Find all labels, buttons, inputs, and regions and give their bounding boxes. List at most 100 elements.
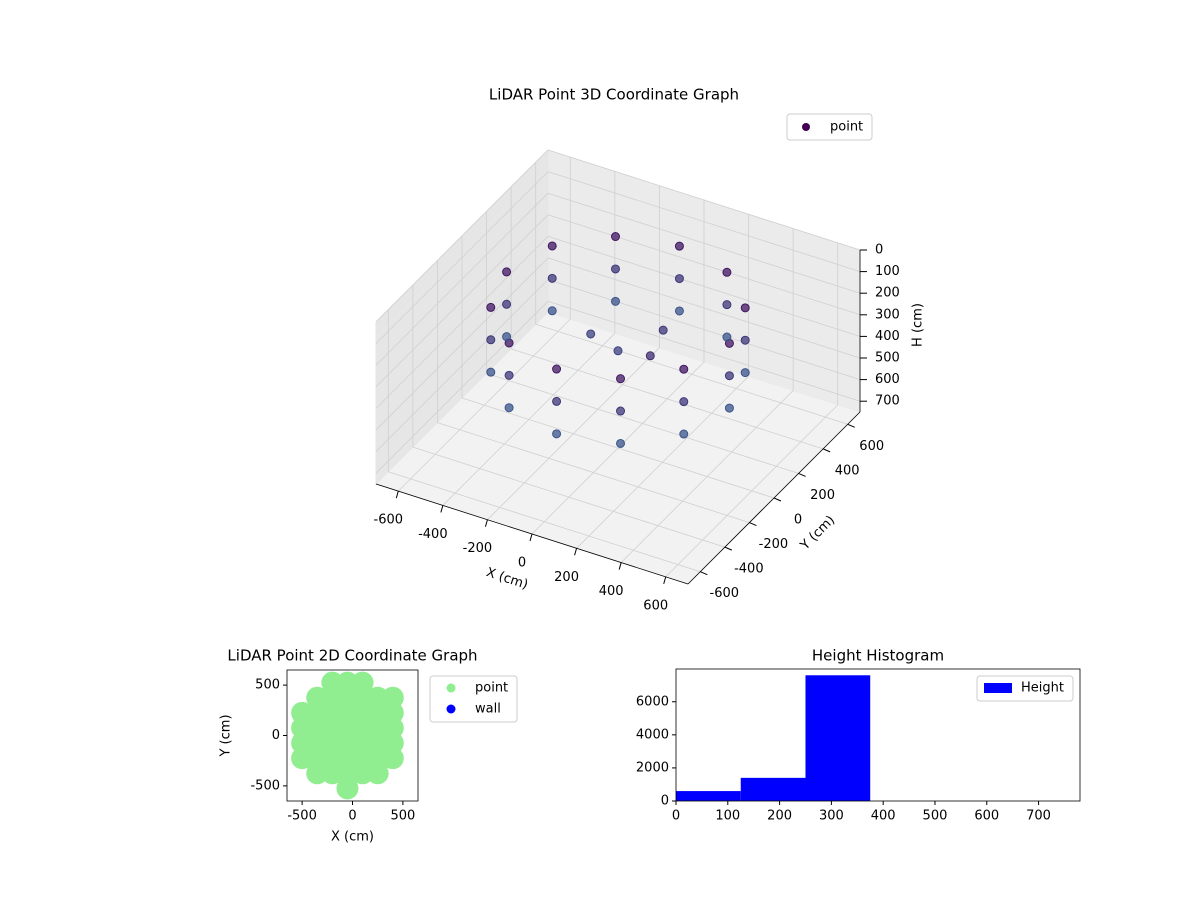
point	[321, 747, 344, 770]
point	[486, 367, 496, 377]
y-tick-label: 500	[255, 678, 280, 693]
x-tick-label: 100	[715, 809, 740, 824]
grid-line	[547, 236, 861, 337]
point	[645, 351, 655, 361]
x-tick-label: -600	[374, 513, 404, 528]
point	[366, 716, 389, 739]
legend-label: point	[830, 120, 863, 135]
point	[552, 364, 562, 374]
tick-mark	[484, 519, 488, 527]
point	[291, 747, 314, 770]
point	[381, 701, 404, 724]
point	[306, 747, 329, 770]
legend-marker	[802, 123, 810, 131]
point	[366, 747, 389, 770]
point	[351, 716, 374, 739]
point	[610, 232, 620, 242]
z-tick-label: 600	[875, 372, 900, 387]
tick-mark	[440, 505, 444, 513]
point	[722, 332, 732, 342]
grid-line	[375, 171, 549, 344]
grid-line	[547, 257, 861, 359]
tick-mark	[847, 423, 855, 428]
point	[486, 335, 496, 345]
x-tick-label: 600	[974, 809, 999, 824]
point	[306, 716, 329, 739]
point	[658, 325, 668, 335]
grid-line	[375, 149, 549, 323]
y-tick-label: -200	[759, 537, 789, 552]
point	[321, 762, 344, 785]
point	[291, 701, 314, 724]
point	[679, 397, 689, 407]
grid-line	[547, 214, 861, 316]
point	[291, 716, 314, 739]
legend-label: wall	[475, 702, 501, 717]
grid-line	[375, 279, 549, 452]
point	[381, 747, 404, 770]
point	[306, 686, 329, 709]
point	[610, 296, 620, 306]
x-tick-label: 0	[518, 556, 526, 571]
point	[336, 701, 359, 724]
point	[351, 701, 374, 724]
x-tick-label: 500	[923, 809, 948, 824]
y-tick-label: 0	[794, 513, 802, 528]
x-tick-label: 0	[672, 809, 680, 824]
y-tick-label: 600	[859, 439, 884, 454]
grid-line	[375, 236, 549, 409]
point	[547, 241, 557, 251]
point	[552, 429, 562, 439]
point	[336, 762, 359, 785]
point	[502, 267, 512, 277]
grid-line	[511, 348, 824, 450]
point	[679, 429, 689, 439]
grid-line	[375, 257, 549, 431]
y-axis-line	[687, 411, 861, 585]
point	[547, 306, 557, 316]
point	[366, 701, 389, 724]
x-tick-label: 0	[348, 809, 356, 824]
y-tick-label: 4000	[636, 727, 669, 742]
point	[504, 370, 514, 380]
point	[674, 306, 684, 316]
point	[336, 747, 359, 770]
legend-box	[976, 675, 1074, 702]
point	[321, 716, 344, 739]
point	[674, 241, 684, 251]
bar	[805, 675, 871, 801]
z-tick-label: 0	[875, 243, 883, 258]
z-tick-label: 100	[875, 264, 900, 279]
legend-patch	[984, 683, 1012, 693]
tick-mark	[529, 533, 533, 542]
point	[502, 332, 512, 342]
grid-line	[547, 300, 861, 402]
legend-label: point	[475, 681, 508, 696]
z-axis-label: H (cm)	[911, 303, 926, 347]
x-tick-label: 200	[554, 570, 579, 585]
point	[336, 716, 359, 739]
point	[366, 762, 389, 785]
grid-line	[547, 192, 861, 294]
chart-title: LiDAR Point 3D Coordinate Graph	[489, 86, 739, 104]
x-tick-label: -400	[418, 527, 448, 542]
point	[321, 732, 344, 755]
y-tick-label: 0	[661, 794, 669, 809]
x-tick-label: 400	[599, 584, 624, 599]
legend-box	[429, 675, 518, 723]
grid-line	[547, 149, 861, 251]
legend-marker	[446, 683, 456, 693]
tick-mark	[822, 448, 831, 453]
legend-label: Height	[1021, 681, 1064, 696]
point	[351, 686, 374, 709]
point	[740, 335, 750, 345]
x-tick-label: 700	[1026, 809, 1051, 824]
grid-line	[412, 446, 725, 548]
y-tick-label: 6000	[636, 694, 669, 709]
y-tick-label: -500	[250, 778, 280, 793]
plot-area	[291, 671, 404, 800]
point	[610, 264, 620, 274]
point	[351, 671, 374, 694]
grid-line	[388, 471, 701, 573]
